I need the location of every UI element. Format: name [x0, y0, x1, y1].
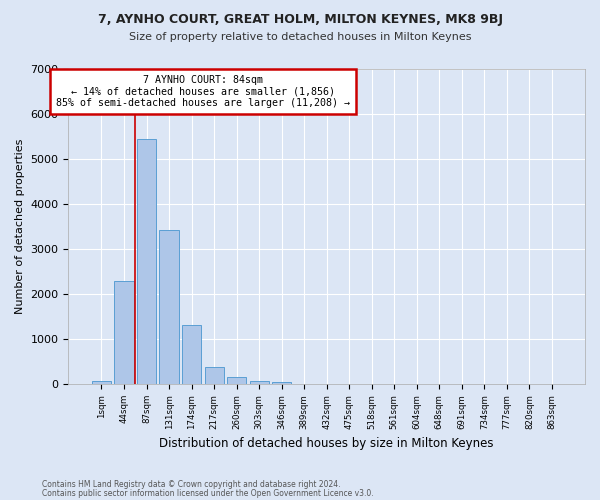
Bar [272, 382, 291, 384]
Bar [182, 325, 201, 384]
Text: Contains public sector information licensed under the Open Government Licence v3: Contains public sector information licen… [42, 489, 374, 498]
Bar [92, 381, 111, 384]
Text: Contains HM Land Registry data © Crown copyright and database right 2024.: Contains HM Land Registry data © Crown c… [42, 480, 341, 489]
X-axis label: Distribution of detached houses by size in Milton Keynes: Distribution of detached houses by size … [160, 437, 494, 450]
Bar [227, 377, 246, 384]
Bar [250, 381, 269, 384]
Y-axis label: Number of detached properties: Number of detached properties [15, 139, 25, 314]
Bar [160, 230, 179, 384]
Bar [115, 282, 134, 384]
Text: 7, AYNHO COURT, GREAT HOLM, MILTON KEYNES, MK8 9BJ: 7, AYNHO COURT, GREAT HOLM, MILTON KEYNE… [97, 12, 503, 26]
Text: Size of property relative to detached houses in Milton Keynes: Size of property relative to detached ho… [129, 32, 471, 42]
Bar [137, 139, 156, 384]
Text: 7 AYNHO COURT: 84sqm
← 14% of detached houses are smaller (1,856)
85% of semi-de: 7 AYNHO COURT: 84sqm ← 14% of detached h… [56, 75, 350, 108]
Bar [205, 368, 224, 384]
